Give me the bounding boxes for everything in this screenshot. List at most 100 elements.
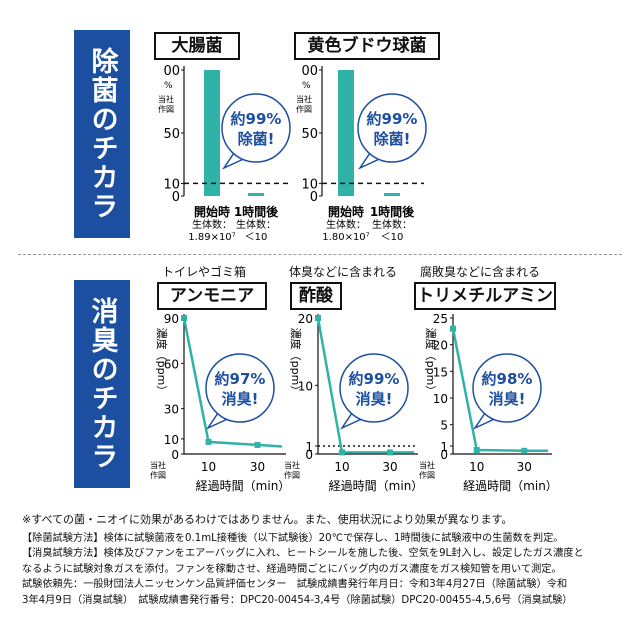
staph-bubble-joint <box>372 149 386 157</box>
ecoli-count-value: 1.89×10⁷ <box>188 232 235 243</box>
staph-y-tick: 50 <box>301 127 318 142</box>
acetic-title: 酢酸 <box>290 282 342 310</box>
acetic-bubble-line2: 消臭! <box>356 390 393 408</box>
ecoli-y-tick: 10 <box>163 177 180 192</box>
staph-title: 黄色ブドウ球菌 <box>294 32 440 60</box>
trimethylamine-point <box>450 325 456 332</box>
acetic-bubble-joint <box>354 409 368 417</box>
section-divider <box>18 254 622 255</box>
ammonia-y-tick: 30 <box>164 403 179 417</box>
acetic-point <box>315 315 321 321</box>
ecoli-bubble-line2: 除菌! <box>238 130 275 148</box>
staph-count-value: 1.80×10⁷ <box>322 232 369 243</box>
acetic-point <box>387 449 393 456</box>
note-line: 【除菌試験方法】検体に試験菌液を0.1mL接種後（以下試験後）20℃で保存し、1… <box>22 532 564 544</box>
note-line: ※すべての菌・ニオイに効果があるわけではありません。また、使用状況により効果が異… <box>22 513 513 526</box>
trimethylamine-y-label: 濃度（ppm） <box>424 328 438 397</box>
staph-bar <box>338 70 354 196</box>
note-line: なるように試験対象ガスを添付。ファンを稼動させ、経過時間ごとにバッグ内のガス濃度… <box>22 563 562 575</box>
ecoli-bar <box>248 193 264 196</box>
deodorization-title: 消臭のチカラ <box>86 297 118 471</box>
acetic-x-tick: 30 <box>382 460 397 474</box>
ammonia-y-tick: 60 <box>164 357 179 371</box>
trimethylamine-x-tick: 30 <box>517 460 532 474</box>
staph-y-unit: % <box>302 81 311 91</box>
staph-y-tick: 00 <box>301 64 318 79</box>
staph-y-note-2: 作図 <box>296 104 312 114</box>
ammonia-x-tick: 30 <box>250 460 265 474</box>
ecoli-count-label: 生体数： <box>192 218 232 231</box>
ammonia-y-label: 濃度（ppm） <box>155 328 169 397</box>
trimethylamine-series-line <box>451 328 548 453</box>
ecoli-y-unit: % <box>164 81 173 91</box>
ammonia-note-2: 作図 <box>150 470 166 480</box>
trimethylamine-x-tick: 10 <box>469 460 484 474</box>
ammonia-y-tick: 0 <box>171 448 179 462</box>
acetic-series-line <box>316 317 414 454</box>
ecoli-bubble-line1: 約99% <box>231 110 282 128</box>
acetic-subtitle: 体臭などに含まれる <box>289 265 398 279</box>
ammonia-subtitle: トイレやゴミ箱 <box>162 265 247 279</box>
trimethylamine-y-tick: 1 <box>440 440 448 454</box>
trimethylamine-y-tick: 20 <box>433 339 448 353</box>
ammonia-bubble <box>205 353 275 423</box>
ammonia-title: アンモニア <box>157 282 267 310</box>
ammonia-point <box>254 441 261 448</box>
trimethylamine-y-tick: 15 <box>433 365 448 379</box>
note-line: 【消臭試験方法】検体及びファンをエアーバッグに入れ、ヒートシールを施した後、空気… <box>22 548 584 559</box>
acetic-y-tick: 0 <box>305 448 313 462</box>
sterilization-title: 除菌のチカラ <box>86 47 118 221</box>
trimethylamine-y-tick: 5 <box>440 419 448 433</box>
staph-y-note-1: 当社 <box>296 94 312 104</box>
ammonia-y-tick: 10 <box>164 433 179 447</box>
trimethylamine-y-tick: 10 <box>433 392 448 406</box>
acetic-y-tick: 20 <box>298 312 313 326</box>
staph-category-label: 開始時 <box>328 204 364 219</box>
acetic-point <box>339 449 345 456</box>
ecoli-category-label: 開始時 <box>194 204 230 219</box>
acetic-y-tick: 10 <box>298 379 313 393</box>
ammonia-bubble-line1: 約97% <box>215 370 266 388</box>
trimethylamine-bubble-line1: 約98% <box>482 370 533 388</box>
trimethylamine-subtitle: 腐敗臭などに含まれる <box>420 265 541 279</box>
ecoli-title: 大腸菌 <box>154 32 240 60</box>
acetic-note-2: 作図 <box>284 470 300 480</box>
staph-bar <box>384 193 400 196</box>
deodorization-band: 消臭のチカラ <box>74 280 130 488</box>
trimethylamine-bubble <box>472 353 542 423</box>
trimethylamine-bubble-line2: 消臭! <box>489 390 526 408</box>
staph-count-label: 生体数： <box>326 218 366 231</box>
acetic-x-label: 経過時間（min） <box>329 479 424 493</box>
trimethylamine-point <box>521 447 528 454</box>
ecoli-category-label: 1時間後 <box>234 204 279 219</box>
acetic-note-1: 当社 <box>284 460 300 470</box>
acetic-bubble-line1: 約99% <box>349 370 400 388</box>
staph-bubble <box>357 93 427 163</box>
ecoli-y-tick: 50 <box>163 127 180 142</box>
staph-category-label: 1時間後 <box>370 204 415 219</box>
staph-bubble-line2: 除菌! <box>374 130 411 148</box>
trimethylamine-note-1: 当社 <box>419 460 435 470</box>
trimethylamine-title: トリメチルアミン <box>414 282 556 310</box>
ammonia-bubble-line2: 消臭! <box>222 390 259 408</box>
staph-y-tick: 0 <box>310 190 318 205</box>
notes: ※すべての菌・ニオイに効果があるわけではありません。また、使用状況により効果が異… <box>22 512 622 608</box>
ammonia-note-1: 当社 <box>150 460 166 470</box>
ammonia-y-tick: 90 <box>164 312 179 326</box>
trimethylamine-y-tick: 25 <box>433 312 448 326</box>
ammonia-x-label: 経過時間（min） <box>196 479 291 493</box>
trimethylamine-point <box>473 447 480 453</box>
ammonia-point <box>205 438 212 445</box>
ecoli-bubble-joint <box>236 149 250 157</box>
trimethylamine-x-label: 経過時間（min） <box>463 479 558 493</box>
staph-count-value: ＜10 <box>381 232 404 243</box>
sterilization-band: 除菌のチカラ <box>74 30 130 238</box>
ecoli-y-note-2: 作図 <box>158 104 174 114</box>
ecoli-count-value: ＜10 <box>245 232 268 243</box>
acetic-y-tick: 1 <box>305 440 313 454</box>
ammonia-bubble-joint <box>220 409 234 417</box>
ecoli-y-tick: 0 <box>172 190 180 205</box>
trimethylamine-y-tick: 0 <box>440 448 448 462</box>
ecoli-y-note-1: 当社 <box>158 94 174 104</box>
